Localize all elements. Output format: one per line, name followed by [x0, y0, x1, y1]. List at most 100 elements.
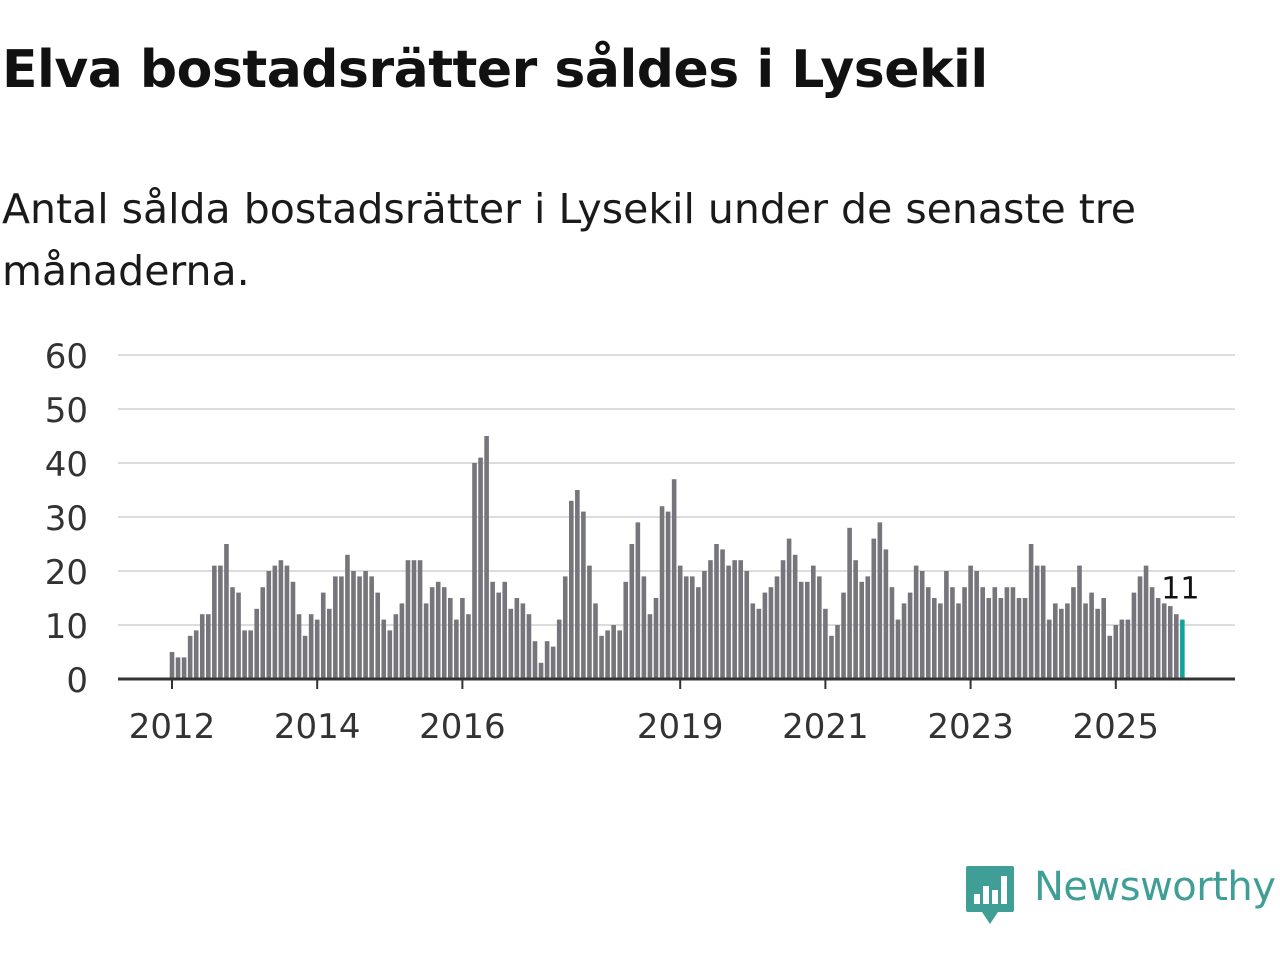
bar: [690, 576, 695, 679]
bar: [780, 560, 786, 679]
y-tick-label: 60: [45, 337, 88, 377]
bar: [1083, 603, 1088, 679]
bar: [956, 603, 961, 679]
bar: [1016, 598, 1022, 679]
newsworthy-logo-icon: [966, 866, 1014, 924]
bar: [653, 598, 659, 679]
bar: [762, 592, 768, 679]
bar: [798, 581, 804, 679]
x-tick-label: 2019: [637, 707, 724, 747]
bar: [1004, 587, 1010, 679]
x-tick-label: 2012: [129, 707, 216, 747]
bar: [895, 619, 901, 679]
bar: [508, 608, 514, 679]
newsworthy-logo[interactable]: Newsworthy: [964, 864, 1280, 928]
bar: [702, 571, 707, 679]
bar: [1143, 565, 1149, 679]
bar: [732, 560, 737, 679]
x-tick-label: 2023: [927, 707, 1014, 747]
bar: [1101, 598, 1106, 679]
bar: [538, 662, 544, 679]
bar: [804, 581, 810, 679]
brand-name: Newsworthy: [1034, 864, 1276, 910]
bar: [835, 625, 840, 679]
bar: [181, 657, 187, 679]
bar: [1131, 592, 1137, 679]
bar: [877, 522, 883, 679]
bar: [369, 576, 374, 679]
bar: [792, 554, 798, 679]
x-axis: 2012 2014 2016 2019 2021 2023 2025: [118, 677, 1235, 747]
bar: [308, 614, 314, 679]
bar: [375, 592, 380, 679]
bar: [738, 560, 743, 679]
bar: [199, 614, 205, 679]
bar: [871, 538, 877, 679]
bar: [466, 614, 471, 679]
bar-highlight: [1180, 619, 1185, 679]
bar: [841, 592, 846, 679]
bar: [296, 614, 302, 679]
bar: [1174, 614, 1179, 679]
bar: [314, 619, 320, 679]
bar: [381, 619, 387, 679]
bar: [617, 630, 622, 679]
bar: [405, 560, 411, 679]
bar: [532, 641, 538, 679]
highlight-value-label: 11: [1161, 572, 1199, 607]
bar: [968, 565, 973, 679]
bar: [544, 641, 550, 679]
chart-subtitle: Antal sålda bostadsrätter i Lysekil unde…: [2, 185, 1136, 295]
bar: [206, 614, 211, 679]
bar: [435, 581, 441, 679]
bar: [575, 490, 580, 679]
bar: [1119, 619, 1125, 679]
bar: [647, 614, 653, 679]
bar: [623, 581, 629, 679]
bar: [514, 598, 520, 679]
x-tick-label: 2021: [782, 707, 869, 747]
bar: [1034, 565, 1040, 679]
bar: [944, 571, 949, 679]
y-tick-label: 50: [45, 391, 88, 431]
bar: [502, 581, 508, 679]
bar: [357, 576, 362, 679]
bar: [786, 538, 792, 679]
bar: [520, 603, 526, 679]
bar: [1167, 606, 1173, 679]
bar: [411, 560, 417, 679]
bar: [750, 603, 756, 679]
bar: [260, 587, 266, 679]
bar: [193, 630, 199, 679]
bar: [774, 576, 780, 679]
bar: [550, 646, 556, 679]
bar: [1089, 592, 1094, 679]
bar: [333, 576, 338, 679]
bar: [254, 608, 259, 679]
bar: [587, 565, 592, 679]
bar: [883, 549, 889, 679]
bar: [671, 479, 677, 679]
bar: [484, 436, 489, 679]
bar: [696, 587, 701, 679]
bar: [351, 571, 356, 679]
bar: [242, 630, 247, 679]
bar: [526, 614, 532, 679]
bar: [938, 603, 943, 679]
bar: [811, 565, 816, 679]
bar: [302, 635, 308, 679]
bar: [714, 544, 719, 679]
bar: [448, 598, 453, 679]
bar: [1053, 603, 1058, 679]
y-tick-label: 30: [45, 499, 88, 539]
bar: [363, 571, 368, 679]
bar: [1022, 598, 1028, 679]
bar: [611, 625, 616, 679]
y-axis: 0 10 20 30 40 50 60: [45, 337, 88, 701]
bar: [556, 619, 562, 679]
bar: [605, 630, 610, 679]
bar: [278, 560, 284, 679]
bar: [472, 463, 477, 679]
bar: [175, 657, 181, 679]
bar: [823, 608, 828, 679]
